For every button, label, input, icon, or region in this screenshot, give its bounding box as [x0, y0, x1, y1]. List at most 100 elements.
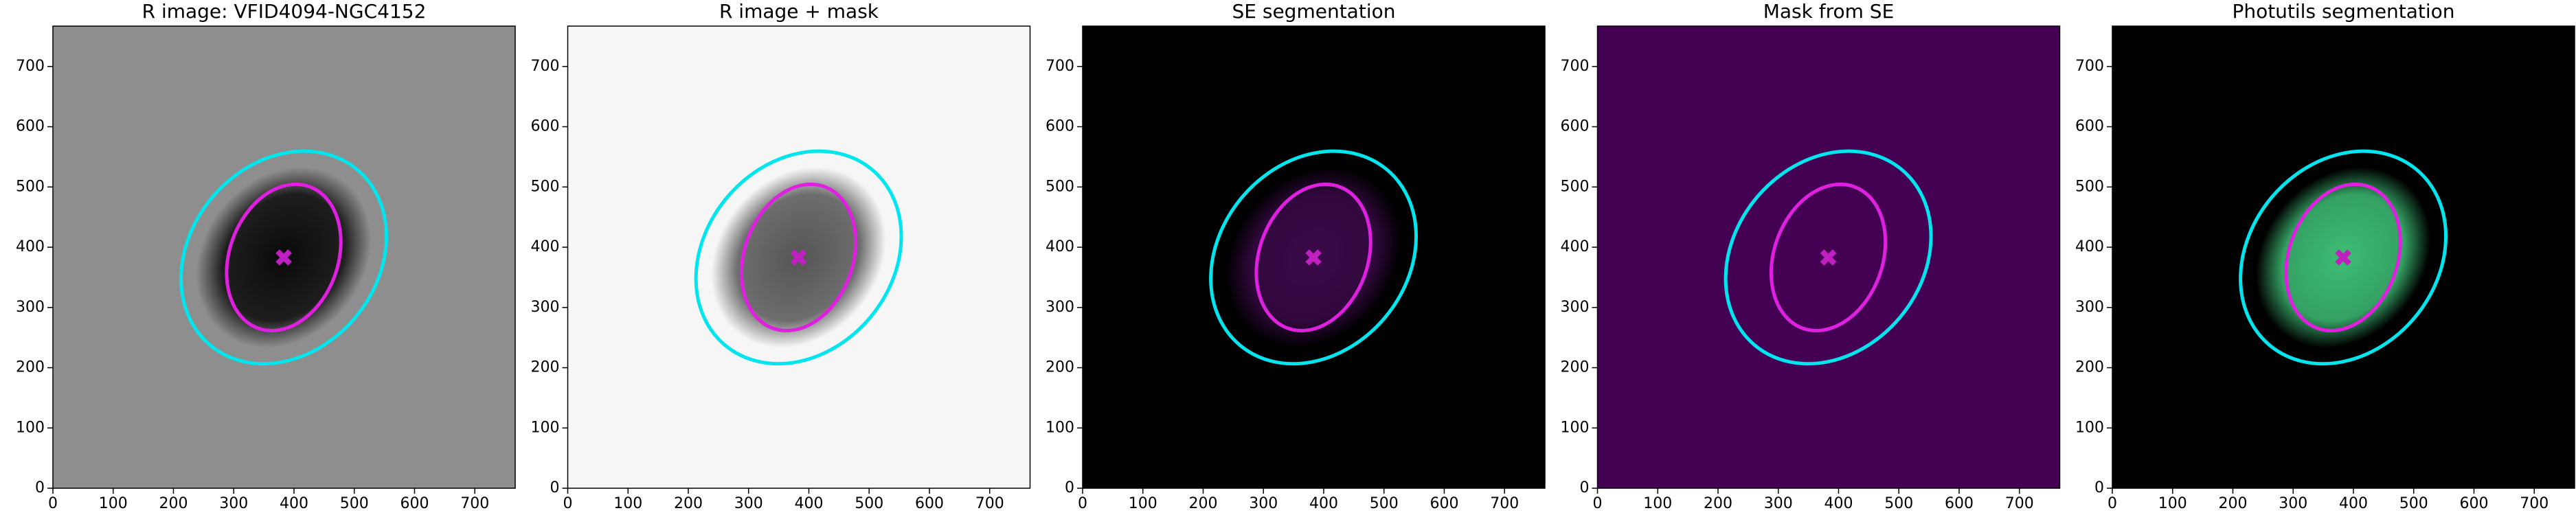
y-tick-label: 600 — [531, 118, 560, 135]
y-tick-label: 200 — [16, 359, 45, 376]
x-tick-label: 700 — [1490, 495, 1519, 512]
y-tick-label: 100 — [531, 419, 560, 436]
y-tick-label: 600 — [16, 118, 45, 135]
center-marker — [275, 249, 292, 266]
y-tick-label: 0 — [2094, 479, 2104, 496]
center-marker — [2335, 249, 2351, 266]
panel-title: Mask from SE — [1763, 0, 1895, 23]
aperture-ellipse — [2239, 149, 2448, 366]
x-tick-label: 400 — [2339, 495, 2368, 512]
x-tick-label: 200 — [2218, 495, 2247, 512]
x-tick-label: 600 — [915, 495, 944, 512]
y-tick-label: 400 — [2075, 238, 2104, 255]
y-tick-label: 100 — [2075, 419, 2104, 436]
y-tick-label: 300 — [16, 299, 45, 316]
aperture-ellipse — [1769, 182, 1888, 332]
center-marker — [1820, 249, 1837, 266]
aperture-ellipse — [225, 182, 343, 332]
y-tick-label: 200 — [1561, 359, 1590, 376]
y-tick-label: 700 — [1561, 58, 1590, 75]
aperture-ellipse — [1254, 182, 1372, 332]
center-marker — [1305, 249, 1322, 266]
y-tick-label: 400 — [16, 238, 45, 255]
x-tick-label: 0 — [1078, 495, 1087, 512]
x-tick-label: 100 — [99, 495, 128, 512]
x-tick-label: 100 — [613, 495, 642, 512]
x-tick-label: 400 — [1824, 495, 1853, 512]
y-tick-label: 500 — [16, 178, 45, 195]
x-tick-label: 500 — [2399, 495, 2428, 512]
panel-title: R image: VFID4094-NGC4152 — [142, 0, 427, 23]
axes-frame — [1082, 25, 1546, 489]
aperture-ellipse — [179, 149, 389, 366]
y-tick-label: 400 — [1561, 238, 1590, 255]
x-tick-label: 500 — [855, 495, 883, 512]
y-tick-label: 700 — [2075, 58, 2104, 75]
x-tick-label: 400 — [794, 495, 823, 512]
x-tick-label: 100 — [1643, 495, 1672, 512]
y-tick-label: 100 — [1561, 419, 1590, 436]
panel: SE segmentation 0 100 200 300 400 500 600 700 0 10… — [1046, 0, 1546, 512]
axes-frame — [2112, 25, 2575, 489]
axes-frame — [567, 25, 1031, 489]
aperture-ellipse — [1209, 149, 1419, 366]
y-tick-label: 700 — [531, 58, 560, 75]
x-tick-label: 0 — [48, 495, 58, 512]
y-tick-label: 600 — [1561, 118, 1590, 135]
center-marker — [790, 249, 807, 266]
y-tick-label: 500 — [2075, 178, 2104, 195]
axes-frame — [52, 25, 516, 489]
x-tick-label: 500 — [1884, 495, 1913, 512]
x-tick-label: 500 — [1370, 495, 1399, 512]
x-tick-label: 300 — [2279, 495, 2307, 512]
y-tick-label: 200 — [531, 359, 560, 376]
aperture-ellipse — [694, 149, 903, 366]
y-tick-label: 400 — [531, 238, 560, 255]
x-tick-label: 200 — [1704, 495, 1732, 512]
x-tick-label: 0 — [563, 495, 573, 512]
panel-title: Photutils segmentation — [2232, 0, 2454, 23]
x-tick-label: 700 — [975, 495, 1004, 512]
image — [1597, 26, 2060, 488]
x-tick-label: 200 — [1188, 495, 1217, 512]
x-tick-label: 300 — [1764, 495, 1793, 512]
x-tick-label: 500 — [340, 495, 369, 512]
aperture-ellipse — [2284, 182, 2402, 332]
y-tick-label: 600 — [1046, 118, 1074, 135]
y-tick-label: 100 — [16, 419, 45, 436]
panel-title: SE segmentation — [1232, 0, 1396, 23]
y-tick-label: 600 — [2075, 118, 2104, 135]
x-tick-label: 100 — [2158, 495, 2187, 512]
aperture-ellipse — [739, 182, 858, 332]
x-tick-label: 600 — [1945, 495, 1974, 512]
y-tick-label: 200 — [2075, 359, 2104, 376]
x-tick-label: 0 — [1593, 495, 1603, 512]
x-tick-label: 700 — [2520, 495, 2549, 512]
x-tick-label: 300 — [1249, 495, 1278, 512]
x-tick-label: 300 — [734, 495, 763, 512]
y-tick-label: 300 — [2075, 299, 2104, 316]
y-tick-label: 200 — [1046, 359, 1074, 376]
x-tick-label: 0 — [2108, 495, 2117, 512]
aperture-ellipse — [1724, 149, 1933, 366]
panel-title: R image + mask — [719, 0, 879, 23]
image — [1083, 26, 1545, 488]
y-tick-label: 0 — [1065, 479, 1074, 496]
x-tick-label: 200 — [159, 495, 188, 512]
y-tick-label: 100 — [1046, 419, 1074, 436]
x-tick-label: 400 — [280, 495, 308, 512]
y-tick-label: 0 — [550, 479, 560, 496]
panel: Mask from SE 0 100 200 300 400 500 600 700 0 100 20… — [1561, 0, 2061, 512]
panel: R image + mask 0 100 200 300 400 500 600 700 0 100… — [531, 0, 1031, 512]
y-tick-label: 0 — [35, 479, 45, 496]
image — [2112, 26, 2575, 488]
y-tick-label: 500 — [1561, 178, 1590, 195]
y-tick-label: 700 — [1046, 58, 1074, 75]
axes-frame — [1596, 25, 2061, 489]
y-tick-label: 700 — [16, 58, 45, 75]
y-tick-label: 300 — [1561, 299, 1590, 316]
y-tick-label: 500 — [1046, 178, 1074, 195]
x-tick-label: 300 — [219, 495, 248, 512]
x-tick-label: 600 — [1430, 495, 1458, 512]
